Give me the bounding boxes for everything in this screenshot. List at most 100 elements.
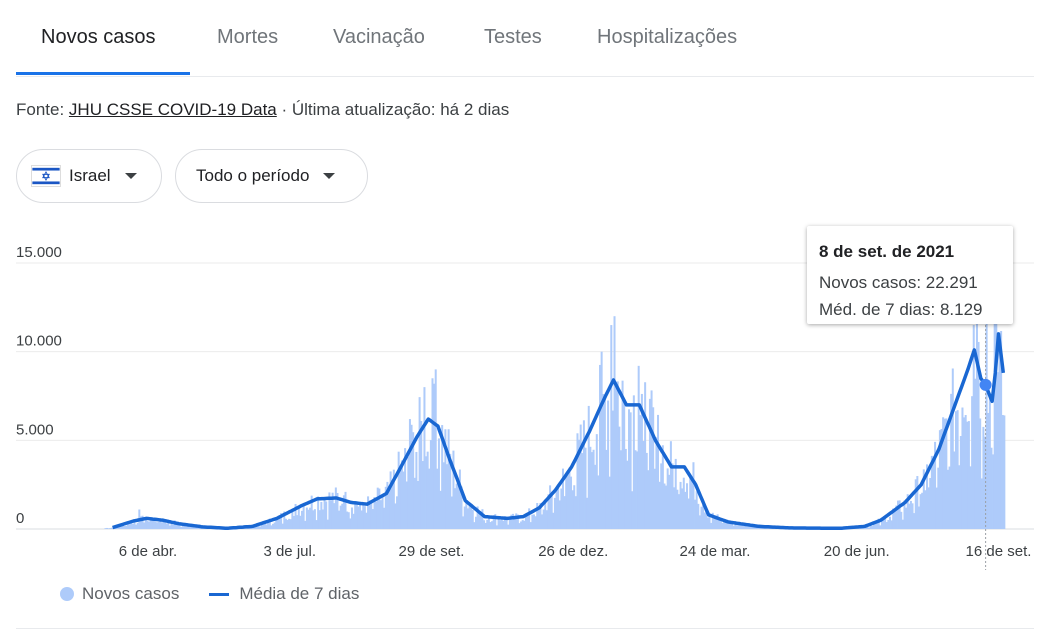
new-cases-bar xyxy=(305,507,308,529)
new-cases-bar xyxy=(349,518,352,529)
new-cases-bar xyxy=(425,456,428,529)
new-cases-bar xyxy=(259,526,262,529)
chevron-down-icon xyxy=(323,173,336,179)
new-cases-bar xyxy=(394,503,397,529)
new-cases-bar xyxy=(471,509,474,529)
new-cases-bar xyxy=(172,524,175,529)
new-cases-bar xyxy=(288,518,291,529)
legend-line-swatch xyxy=(209,592,230,596)
cases-chart[interactable]: 0 5.000 10.000 15.000 6 de abr. 3 de jul. 29 … xyxy=(0,215,1058,570)
new-cases-bar xyxy=(188,526,191,529)
new-cases-bar xyxy=(494,514,497,529)
new-cases-bar xyxy=(967,421,970,529)
new-cases-bar xyxy=(191,527,194,529)
new-cases-bar xyxy=(984,436,987,529)
new-cases-bar xyxy=(716,514,719,529)
new-cases-bar xyxy=(524,513,527,529)
new-cases-bar xyxy=(159,520,162,529)
new-cases-bar xyxy=(595,434,598,529)
new-cases-bar xyxy=(942,417,945,529)
new-cases-bar xyxy=(275,517,278,529)
tab-vaccination[interactable]: Vacinação xyxy=(333,26,425,48)
new-cases-bar xyxy=(950,393,953,529)
new-cases-bar xyxy=(317,496,320,529)
new-cases-bar xyxy=(173,520,176,529)
new-cases-bar xyxy=(468,506,471,529)
new-cases-bar xyxy=(392,469,395,529)
new-cases-bar xyxy=(486,519,489,529)
new-cases-bar xyxy=(309,507,312,529)
new-cases-bar xyxy=(742,522,745,529)
new-cases-bar xyxy=(367,496,370,529)
new-cases-bar xyxy=(193,526,196,529)
new-cases-bar xyxy=(993,280,996,529)
new-cases-bar xyxy=(460,486,463,529)
country-selector[interactable]: Israel xyxy=(16,149,162,203)
new-cases-bar xyxy=(323,499,326,529)
new-cases-bar xyxy=(118,525,122,529)
new-cases-bar xyxy=(932,460,935,529)
new-cases-bar xyxy=(648,398,651,529)
new-cases-bar xyxy=(637,365,640,529)
new-cases-bar xyxy=(694,499,697,529)
new-cases-bar xyxy=(956,410,959,529)
tab-tests[interactable]: Testes xyxy=(484,26,542,48)
new-cases-bar xyxy=(657,414,660,529)
new-cases-bar xyxy=(476,506,479,529)
new-cases-bar xyxy=(951,368,954,529)
new-cases-bar xyxy=(437,438,440,529)
period-selector[interactable]: Todo o período xyxy=(175,149,368,203)
new-cases-bar xyxy=(901,519,904,529)
new-cases-bar xyxy=(154,521,157,529)
new-cases-bar xyxy=(943,418,946,529)
new-cases-bar xyxy=(265,524,268,529)
tab-hospitalizations[interactable]: Hospitalizações xyxy=(597,26,738,48)
new-cases-bar xyxy=(307,509,310,529)
new-cases-bar xyxy=(982,426,985,529)
new-cases-bar xyxy=(880,517,883,529)
new-cases-bar xyxy=(357,506,360,529)
new-cases-bar xyxy=(639,415,642,529)
new-cases-bar xyxy=(702,504,705,529)
new-cases-bar xyxy=(263,522,266,529)
new-cases-bar xyxy=(508,517,511,529)
new-cases-bar xyxy=(914,479,917,529)
new-cases-bar xyxy=(568,467,571,529)
avg-7d-line xyxy=(112,332,1006,531)
tab-deaths[interactable]: Mortes xyxy=(217,26,279,48)
new-cases-bar xyxy=(149,519,152,529)
new-cases-bar xyxy=(552,512,555,529)
new-cases-bar xyxy=(338,510,341,529)
new-cases-bar xyxy=(484,522,487,529)
new-cases-bar xyxy=(706,517,709,529)
new-cases-bar xyxy=(160,522,163,529)
new-cases-bar xyxy=(489,522,492,529)
new-cases-bar xyxy=(624,448,627,529)
new-cases-bar xyxy=(735,525,738,529)
new-cases-bar xyxy=(447,429,450,529)
new-cases-bar xyxy=(302,506,305,529)
new-cases-bar xyxy=(342,495,345,529)
new-cases-bar xyxy=(128,524,131,529)
new-cases-bar xyxy=(753,526,756,529)
legend-bars-label: Novos casos xyxy=(82,584,180,603)
source-link[interactable]: JHU CSSE COVID-19 Data xyxy=(68,100,277,119)
new-cases-bar xyxy=(428,468,431,529)
new-cases-bar xyxy=(743,526,747,529)
new-cases-bar xyxy=(175,524,178,529)
new-cases-bar xyxy=(705,510,708,529)
new-cases-bar xyxy=(714,517,718,529)
new-cases-bar xyxy=(917,506,920,529)
new-cases-bar xyxy=(964,415,967,529)
new-cases-bar xyxy=(183,524,186,529)
new-cases-bar xyxy=(971,396,974,529)
new-cases-bar xyxy=(503,516,506,529)
tab-new-cases[interactable]: Novos casos xyxy=(41,26,156,48)
new-cases-bar xyxy=(167,519,170,529)
new-cases-bar xyxy=(618,426,621,529)
new-cases-bar xyxy=(740,525,743,529)
new-cases-bar xyxy=(299,515,302,529)
new-cases-bar xyxy=(905,507,908,529)
new-cases-bar xyxy=(963,417,966,529)
new-cases-bar xyxy=(682,477,685,529)
